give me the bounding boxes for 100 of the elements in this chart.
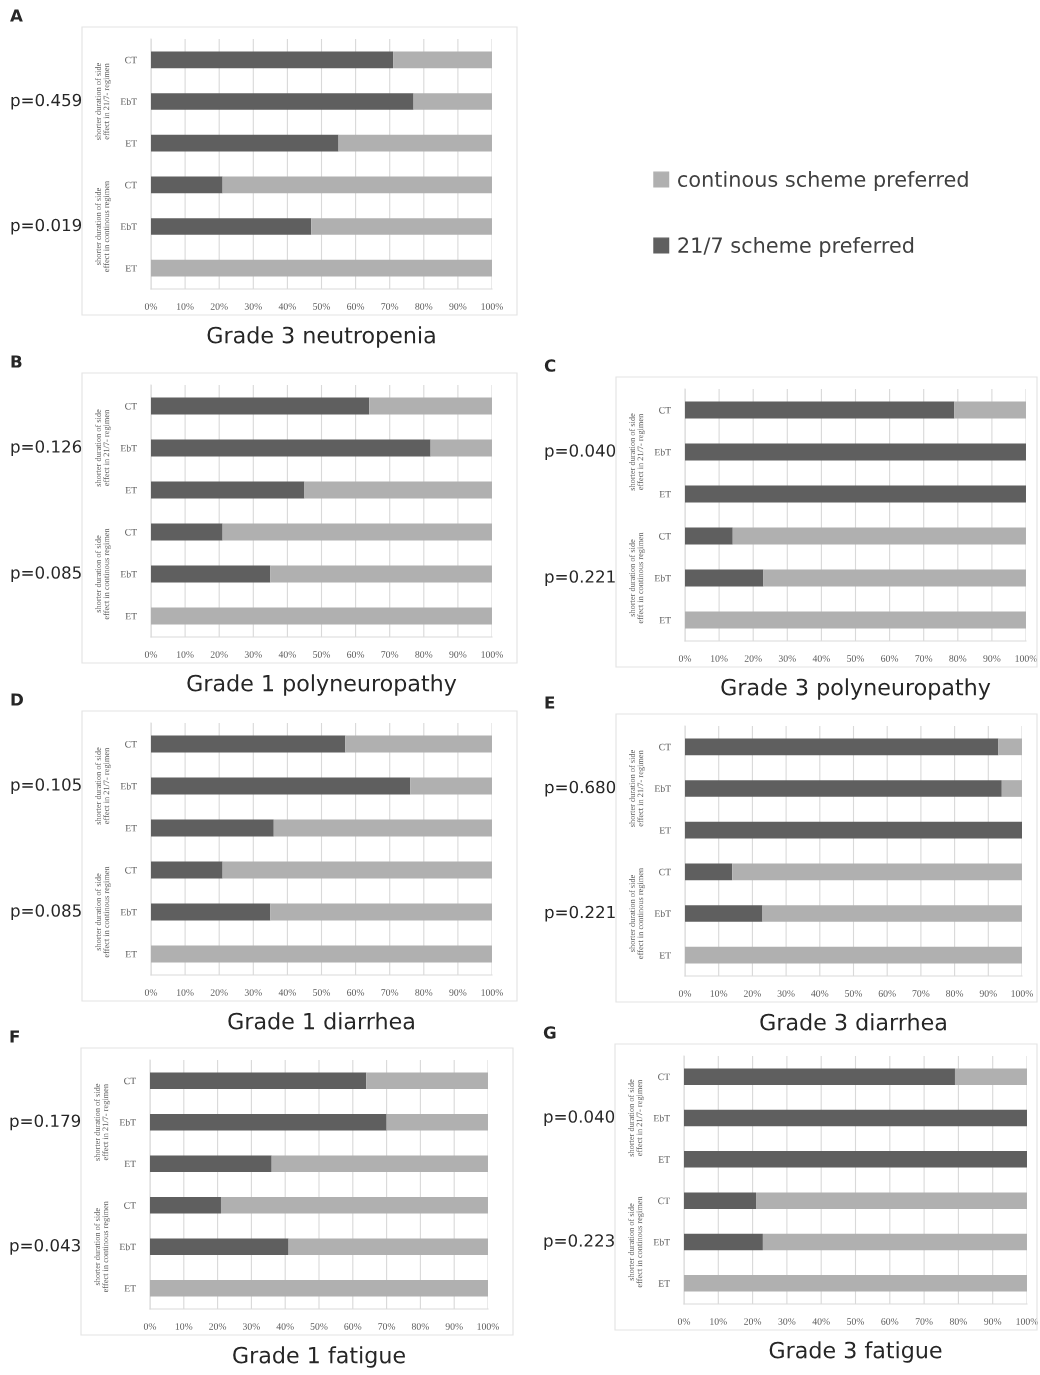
bar bbox=[222, 523, 492, 541]
bar bbox=[150, 1279, 488, 1297]
y-tick-label: ET bbox=[659, 491, 671, 498]
bar bbox=[304, 481, 492, 499]
y-tick-label: ET bbox=[125, 613, 137, 620]
text: E bbox=[545, 696, 555, 709]
y-tick-label: CT bbox=[124, 1077, 136, 1085]
x-tick-label: 90% bbox=[445, 1323, 463, 1330]
y-tick-label: CT bbox=[124, 1202, 136, 1209]
x-tick-label: 20% bbox=[744, 655, 762, 662]
y-tick-label: EbT bbox=[654, 785, 671, 792]
x-tick-label: 30% bbox=[778, 1318, 796, 1325]
bar bbox=[685, 401, 955, 419]
y-tick-label: CT bbox=[659, 868, 671, 876]
text: B bbox=[11, 355, 22, 368]
x-tick-label: 40% bbox=[812, 655, 830, 662]
bar bbox=[762, 1233, 1027, 1251]
bar bbox=[685, 863, 733, 881]
x-tick-label: 90% bbox=[449, 651, 467, 658]
bar bbox=[386, 1113, 488, 1131]
y-tick-label: CT bbox=[125, 528, 137, 536]
y-tick-label: ET bbox=[125, 265, 137, 272]
bar bbox=[151, 218, 312, 235]
text: p=0.126 bbox=[11, 440, 82, 457]
y-tick-label: EbT bbox=[120, 223, 137, 230]
bar bbox=[684, 1192, 757, 1209]
x-tick-label: 50% bbox=[847, 655, 865, 662]
bar bbox=[393, 51, 492, 69]
bar bbox=[684, 1068, 955, 1085]
x-tick-label: 10% bbox=[177, 651, 194, 658]
text: p=0.223 bbox=[544, 1234, 614, 1251]
bar bbox=[732, 527, 1026, 545]
x-tick-label: 0% bbox=[144, 989, 158, 996]
bar bbox=[366, 1072, 488, 1090]
y-tick-label: EbT bbox=[120, 782, 137, 790]
y-tick-label: CT bbox=[125, 740, 137, 748]
x-tick-label: 60% bbox=[881, 655, 899, 662]
text: p=0.040 bbox=[545, 444, 616, 461]
x-tick-label: 70% bbox=[912, 990, 930, 997]
x-tick-label: 90% bbox=[983, 655, 1001, 662]
bar bbox=[151, 259, 492, 277]
y-tick-label: EbT bbox=[653, 1238, 670, 1246]
bar bbox=[684, 1275, 1027, 1292]
x-tick-label: 40% bbox=[278, 989, 296, 996]
text: Grade 3 fatigue bbox=[769, 1341, 942, 1363]
x-tick-label: 50% bbox=[313, 303, 331, 310]
x-tick-label: 0% bbox=[677, 1318, 691, 1325]
y-tick-label: EbT bbox=[654, 910, 671, 917]
bar bbox=[685, 485, 1026, 503]
y-tick-label: ET bbox=[659, 617, 671, 624]
x-tick-label: 80% bbox=[415, 303, 433, 310]
y-tick-label: ET bbox=[124, 1285, 136, 1292]
text: shorter duration of side effect in 21/7- regimen bbox=[95, 747, 111, 825]
bar bbox=[151, 523, 223, 541]
x-tick-label: 30% bbox=[244, 651, 262, 658]
y-tick-label: ET bbox=[658, 1280, 670, 1287]
bar bbox=[756, 1192, 1027, 1209]
y-tick-label: ET bbox=[125, 487, 137, 494]
y-tick-label: CT bbox=[125, 56, 137, 64]
text: p=0.043 bbox=[10, 1238, 80, 1255]
text: p=0.680 bbox=[545, 780, 616, 797]
bar bbox=[685, 780, 1002, 797]
bar bbox=[1001, 780, 1022, 797]
x-tick-label: 90% bbox=[984, 1318, 1002, 1325]
bar bbox=[288, 1238, 488, 1256]
x-tick-label: 60% bbox=[344, 1323, 362, 1330]
x-tick-label: 10% bbox=[710, 990, 728, 997]
y-tick-label: CT bbox=[658, 1073, 670, 1081]
text: p=0.085 bbox=[11, 904, 81, 921]
text: Grade 1 diarrhea bbox=[228, 1012, 414, 1030]
bar bbox=[151, 903, 271, 921]
bar bbox=[954, 401, 1026, 419]
x-tick-label: 100% bbox=[1016, 1318, 1039, 1325]
bar bbox=[220, 1196, 488, 1214]
y-tick-label: ET bbox=[125, 140, 137, 147]
text: shorter duration of side effect in 21/7- regimen bbox=[628, 1079, 644, 1157]
bar bbox=[151, 51, 394, 69]
x-tick-label: 70% bbox=[381, 989, 399, 996]
x-tick-label: 80% bbox=[949, 655, 967, 662]
x-tick-label: 40% bbox=[276, 1323, 294, 1330]
bar bbox=[151, 819, 274, 837]
x-tick-label: 100% bbox=[481, 303, 504, 310]
bar bbox=[151, 777, 411, 795]
x-tick-label: 10% bbox=[175, 1323, 193, 1330]
bar bbox=[151, 945, 492, 963]
y-tick-label: EbT bbox=[120, 98, 137, 105]
bar bbox=[685, 946, 1022, 964]
bar bbox=[345, 735, 492, 753]
bar bbox=[151, 735, 346, 753]
legend-label: 21/7 scheme preferred bbox=[678, 236, 914, 258]
bar bbox=[410, 777, 492, 795]
text: G bbox=[543, 1026, 556, 1039]
bar bbox=[270, 565, 492, 583]
bar bbox=[270, 903, 492, 921]
bar bbox=[273, 819, 492, 837]
bar bbox=[150, 1196, 221, 1214]
bar bbox=[763, 569, 1026, 587]
bar bbox=[150, 1113, 387, 1131]
x-tick-label: 40% bbox=[812, 1318, 830, 1325]
text: shorter duration of side effect in 21/7- regimen bbox=[95, 409, 111, 487]
